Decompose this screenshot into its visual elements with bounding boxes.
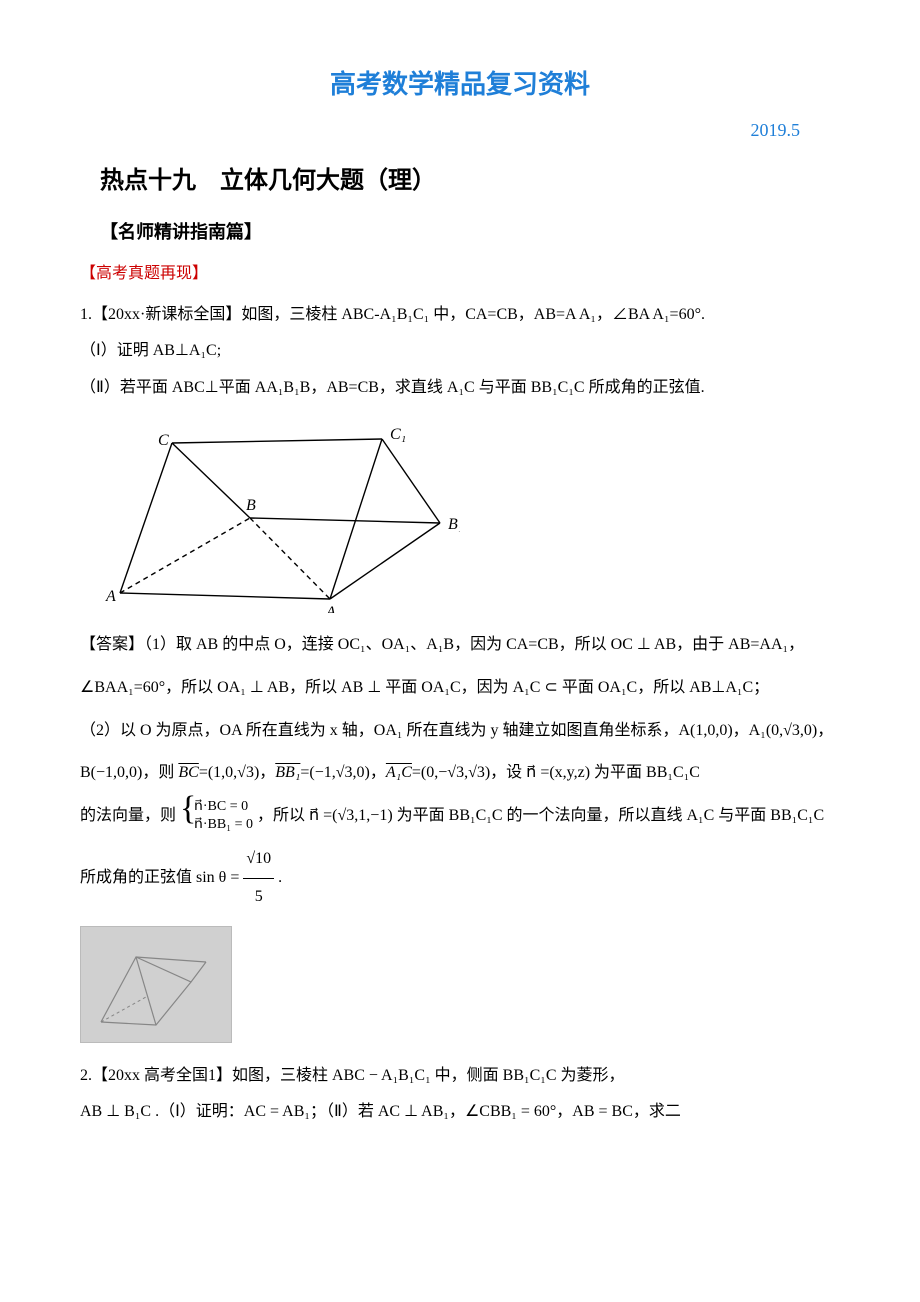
sys-row2: n⃗·BB₁ = 0: [194, 816, 253, 834]
text: =(0,−√3,√3)，设 n⃗ =(x,y,z) 为平面 BB₁C₁C: [412, 764, 700, 781]
q1-ans-line3: （2）以 O 为原点，OA 所在直线为 x 轴，OA₁ 所在直线为 y 轴建立如…: [80, 713, 840, 750]
vec-bb1: BB₁: [275, 764, 300, 781]
vec-bc: BC: [178, 764, 198, 781]
svg-text:A₁: A₁: [325, 604, 341, 613]
q1-ans-final: 所成角的正弦值 sin θ = √105 .: [80, 841, 840, 916]
main-title: 高考数学精品复习资料: [80, 60, 840, 109]
q2-intro: 2.【20xx 高考全国1】如图，三棱柱 ABC − A₁B₁C₁ 中，侧面 B…: [80, 1061, 840, 1091]
q1-ans-line2: ∠BAA₁=60°，所以 OA₁ ⊥ AB，所以 AB ⊥ 平面 OA₁C，因为…: [80, 670, 840, 707]
q1-intro: 1.【20xx·新课标全国】如图，三棱柱 ABC-A₁B₁C₁ 中，CA=CB，…: [80, 300, 840, 330]
fraction: √105: [243, 841, 274, 916]
q1-ans-line4: B(−1,0,0)，则 BC=(1,0,√3)，BB₁=(−1,√3,0)，A₁…: [80, 755, 840, 792]
q1-answer: 【答案】（1）取 AB 的中点 O，连接 OC₁、OA₁、A₁B，因为 CA=C…: [80, 627, 840, 916]
q2-line2: AB ⊥ B₁C .（Ⅰ）证明：AC = AB₁；（Ⅱ）若 AC ⊥ AB₁，∠…: [80, 1097, 840, 1127]
text: =(1,0,√3)，: [199, 764, 275, 781]
vec-a1c: A₁C: [386, 764, 412, 781]
num: √10: [243, 841, 274, 879]
sys-row1: n⃗·BC = 0: [194, 798, 253, 816]
text: =(−1,√3,0)，: [300, 764, 386, 781]
text: .: [274, 869, 282, 886]
svg-text:A: A: [105, 588, 116, 605]
subsection: 【高考真题再现】: [80, 259, 840, 289]
svg-text:B₁: B₁: [448, 516, 460, 533]
q1-ans-line1: 【答案】（1）取 AB 的中点 O，连接 OC₁、OA₁、A₁B，因为 CA=C…: [80, 627, 840, 664]
q1-part2: （Ⅱ）若平面 ABC⊥平面 AA₁B₁B，AB=CB，求直线 A₁C 与平面 B…: [80, 373, 840, 403]
text: 的法向量，则: [80, 807, 176, 824]
text: ，所以 n⃗ =(√3,1,−1) 为平面 BB₁C₁C 的一个法向量，所以直线…: [257, 807, 824, 824]
svg-text:C₁: C₁: [390, 426, 406, 443]
equation-system: n⃗·BC = 0 n⃗·BB₁ = 0: [180, 798, 253, 834]
section-title: 【名师精讲指南篇】: [100, 215, 840, 249]
thumbnail-figure: [80, 926, 232, 1043]
text: 所成角的正弦值 sin θ =: [80, 869, 243, 886]
text: B(−1,0,0)，则: [80, 764, 178, 781]
q1-figure: A B C A₁ B₁ C₁: [100, 413, 460, 613]
den: 5: [243, 879, 274, 916]
topic-title: 热点十九 立体几何大题（理）: [100, 158, 840, 204]
svg-text:B: B: [246, 497, 256, 514]
q1-ans-line5: 的法向量，则 n⃗·BC = 0 n⃗·BB₁ = 0 ，所以 n⃗ =(√3,…: [80, 798, 840, 835]
svg-text:C: C: [158, 432, 169, 449]
date: 2019.5: [80, 113, 840, 147]
q1-part1: （Ⅰ）证明 AB⊥A₁C;: [80, 336, 840, 366]
